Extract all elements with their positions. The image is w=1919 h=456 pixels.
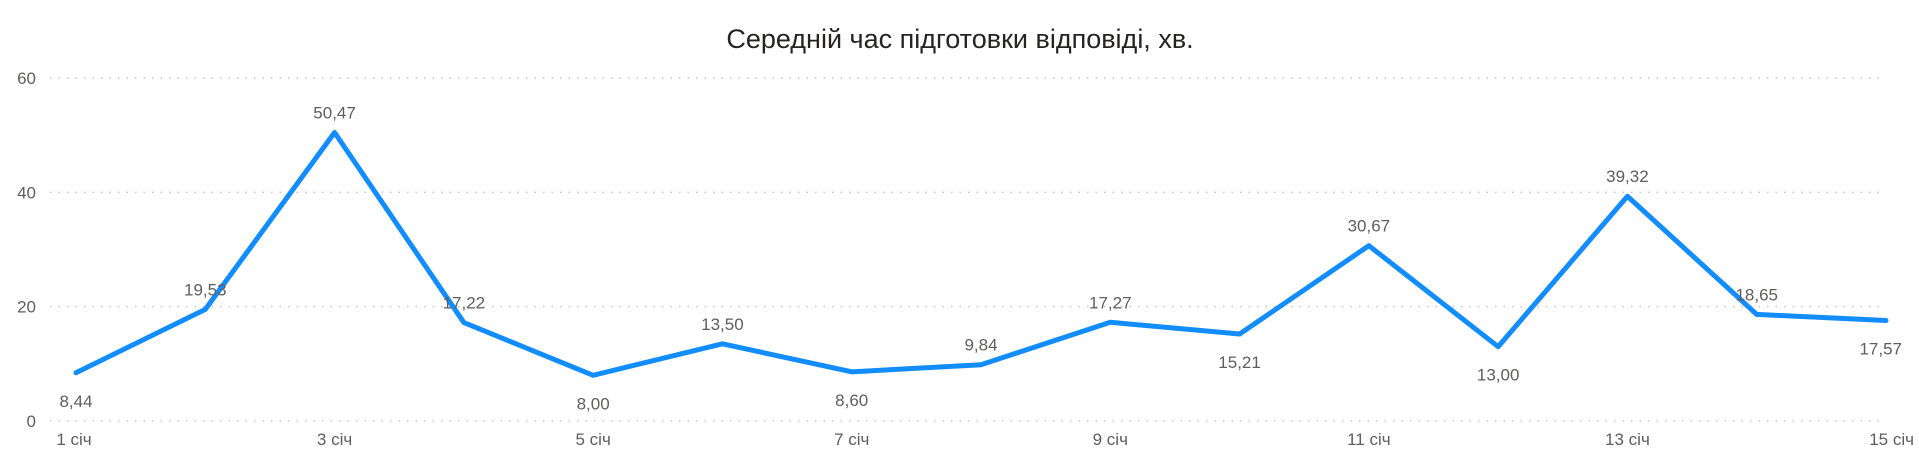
y-axis: 0 20 40 60 [17,69,36,431]
data-label: 13,50 [701,315,744,334]
data-label: 30,67 [1348,217,1391,236]
x-tick-label: 13 січ [1605,430,1650,449]
x-tick-label: 7 січ [834,430,869,449]
data-label: 50,47 [313,103,356,122]
x-tick-label: 5 січ [575,430,610,449]
x-tick-label: 11 січ [1347,430,1391,449]
x-tick-label: 9 січ [1093,430,1128,449]
x-tick-label: 3 січ [317,430,352,449]
data-label: 8,00 [577,394,610,413]
y-tick-label: 40 [17,183,36,202]
data-label: 17,57 [1859,340,1902,359]
y-tick-label: 0 [27,412,36,431]
data-label: 15,21 [1218,353,1261,372]
data-label: 39,32 [1606,167,1649,186]
data-label: 19,53 [184,280,227,299]
data-label: 17,27 [1089,293,1132,312]
x-tick-label: 15 січ [1869,430,1914,449]
data-label: 17,22 [443,294,486,313]
y-tick-label: 60 [17,69,36,88]
data-label: 13,00 [1477,366,1520,385]
data-label: 8,60 [835,391,868,410]
data-labels: 8,44 19,53 50,47 17,22 8,00 13,50 8,60 9,84 17,2… [59,103,1902,413]
data-label: 9,84 [964,336,997,355]
data-label: 18,65 [1735,285,1778,304]
series-line [73,129,1889,378]
x-axis: 1 січ 3 січ 5 січ 7 січ 9 січ 11 січ 13 січ 15 … [56,430,1914,449]
x-tick-label: 1 січ [56,430,91,449]
y-tick-label: 20 [17,298,36,317]
series-polyline [73,129,1889,378]
chart-title: Середній час підготовки відповіді, хв. [726,24,1193,54]
data-label: 8,44 [59,392,92,411]
gridlines [50,77,1882,422]
